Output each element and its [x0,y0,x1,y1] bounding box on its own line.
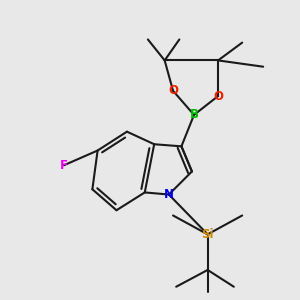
Text: Si: Si [201,228,214,241]
Text: B: B [190,108,199,122]
Text: O: O [168,84,178,97]
Text: O: O [213,89,223,103]
Text: F: F [60,159,68,172]
Text: N: N [164,188,174,201]
